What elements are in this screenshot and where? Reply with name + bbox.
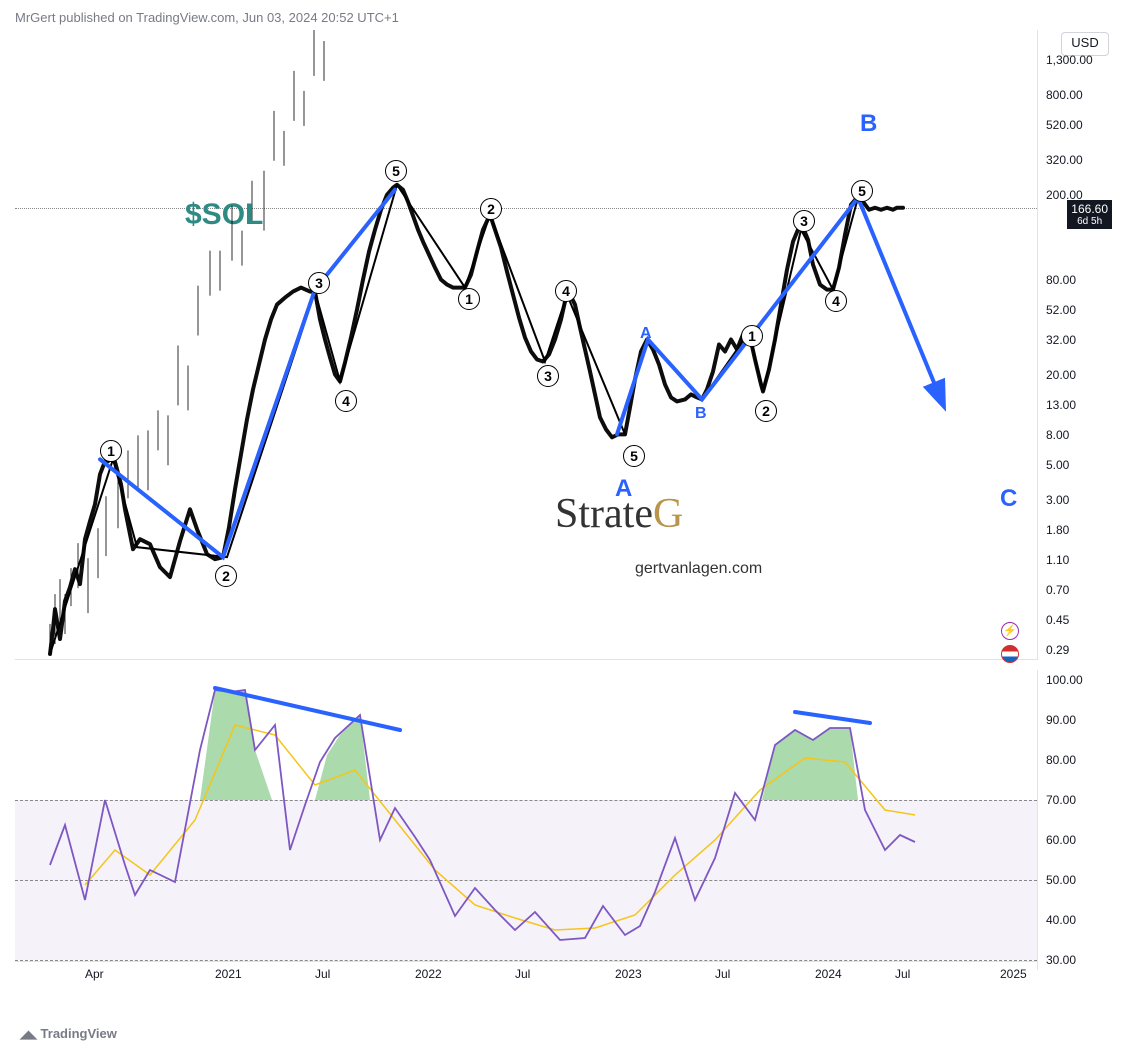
rsi-y-tick: 40.00 xyxy=(1046,913,1076,927)
rsi-chart-svg xyxy=(15,670,1037,970)
y-tick: 1,300.00 xyxy=(1046,53,1093,67)
ew-sublabel-A: A xyxy=(640,325,652,343)
y-tick: 1.10 xyxy=(1046,553,1069,567)
y-tick: 1.80 xyxy=(1046,523,1069,537)
x-tick: Apr xyxy=(85,967,104,981)
wave-label-3: 3 xyxy=(793,210,815,232)
wave-label-5: 5 xyxy=(623,445,645,467)
publish-info: MrGert published on TradingView.com, Jun… xyxy=(15,10,399,25)
y-tick: 3.00 xyxy=(1046,493,1069,507)
y-tick: 8.00 xyxy=(1046,428,1069,442)
wave-label-5: 5 xyxy=(385,160,407,182)
rsi-y-tick: 100.00 xyxy=(1046,673,1083,687)
current-price-badge: 166.60 6d 5h xyxy=(1067,200,1112,229)
y-tick: 0.70 xyxy=(1046,583,1069,597)
y-tick: 13.00 xyxy=(1046,398,1076,412)
x-tick: 2021 xyxy=(215,967,242,981)
brand-watermark: StrateG xyxy=(555,490,683,538)
y-tick: 32.00 xyxy=(1046,333,1076,347)
wave-label-1: 1 xyxy=(458,288,480,310)
x-tick: 2023 xyxy=(615,967,642,981)
wave-label-4: 4 xyxy=(555,280,577,302)
x-tick: 2024 xyxy=(815,967,842,981)
chart-container: $SOL 123451234512345 BAC AB StrateG gert… xyxy=(15,30,1112,1001)
y-tick: 5.00 xyxy=(1046,458,1069,472)
x-tick: 2025 xyxy=(1000,967,1027,981)
y-tick: 20.00 xyxy=(1046,368,1076,382)
y-axis-price: 1,300.00800.00520.00320.00200.0080.0052.… xyxy=(1037,30,1112,660)
y-tick: 520.00 xyxy=(1046,118,1083,132)
x-axis: Apr 2021 Jul 2022 Jul 2023 Jul 2024 Jul 2025 xyxy=(15,961,1037,986)
ew-label-C: C xyxy=(1000,485,1017,513)
y-axis-rsi: 100.00 90.00 80.00 70.00 60.00 50.00 40.00 30.0… xyxy=(1037,670,1112,970)
y-tick: 80.00 xyxy=(1046,273,1076,287)
x-tick: Jul xyxy=(715,967,730,981)
countdown: 6d 5h xyxy=(1071,216,1108,227)
x-tick: 2022 xyxy=(415,967,442,981)
x-tick: Jul xyxy=(895,967,910,981)
x-tick: Jul xyxy=(315,967,330,981)
rsi-y-tick: 90.00 xyxy=(1046,713,1076,727)
y-tick: 320.00 xyxy=(1046,153,1083,167)
price-panel[interactable]: $SOL 123451234512345 BAC AB StrateG gert… xyxy=(15,30,1037,660)
rsi-panel[interactable] xyxy=(15,670,1037,970)
flag-icon xyxy=(1001,645,1019,663)
wave-label-3: 3 xyxy=(537,365,559,387)
tradingview-logo: ◢◣ TradingView xyxy=(20,1026,117,1041)
ew-label-B: B xyxy=(860,110,877,138)
price-chart-svg xyxy=(15,30,1037,659)
wave-label-2: 2 xyxy=(480,198,502,220)
wave-label-5: 5 xyxy=(851,180,873,202)
rsi-y-tick: 30.00 xyxy=(1046,953,1076,967)
wave-label-3: 3 xyxy=(308,272,330,294)
rsi-y-tick: 60.00 xyxy=(1046,833,1076,847)
rsi-y-tick: 50.00 xyxy=(1046,873,1076,887)
y-tick: 52.00 xyxy=(1046,303,1076,317)
y-tick: 0.45 xyxy=(1046,613,1069,627)
wave-label-1: 1 xyxy=(741,325,763,347)
ew-sublabel-B: B xyxy=(695,405,707,423)
wave-label-2: 2 xyxy=(755,400,777,422)
rsi-y-tick: 80.00 xyxy=(1046,753,1076,767)
wave-label-4: 4 xyxy=(825,290,847,312)
brand-text: Strate xyxy=(555,491,653,537)
y-tick: 800.00 xyxy=(1046,88,1083,102)
current-price: 166.60 xyxy=(1071,202,1108,216)
rsi-y-tick: 70.00 xyxy=(1046,793,1076,807)
wave-label-4: 4 xyxy=(335,390,357,412)
brand-url: gertvanlagen.com xyxy=(635,560,762,578)
wave-label-1: 1 xyxy=(100,440,122,462)
lightning-icon: ⚡ xyxy=(1001,622,1019,640)
y-tick: 0.29 xyxy=(1046,643,1069,657)
brand-g: G xyxy=(653,491,683,537)
wave-label-2: 2 xyxy=(215,565,237,587)
x-tick: Jul xyxy=(515,967,530,981)
